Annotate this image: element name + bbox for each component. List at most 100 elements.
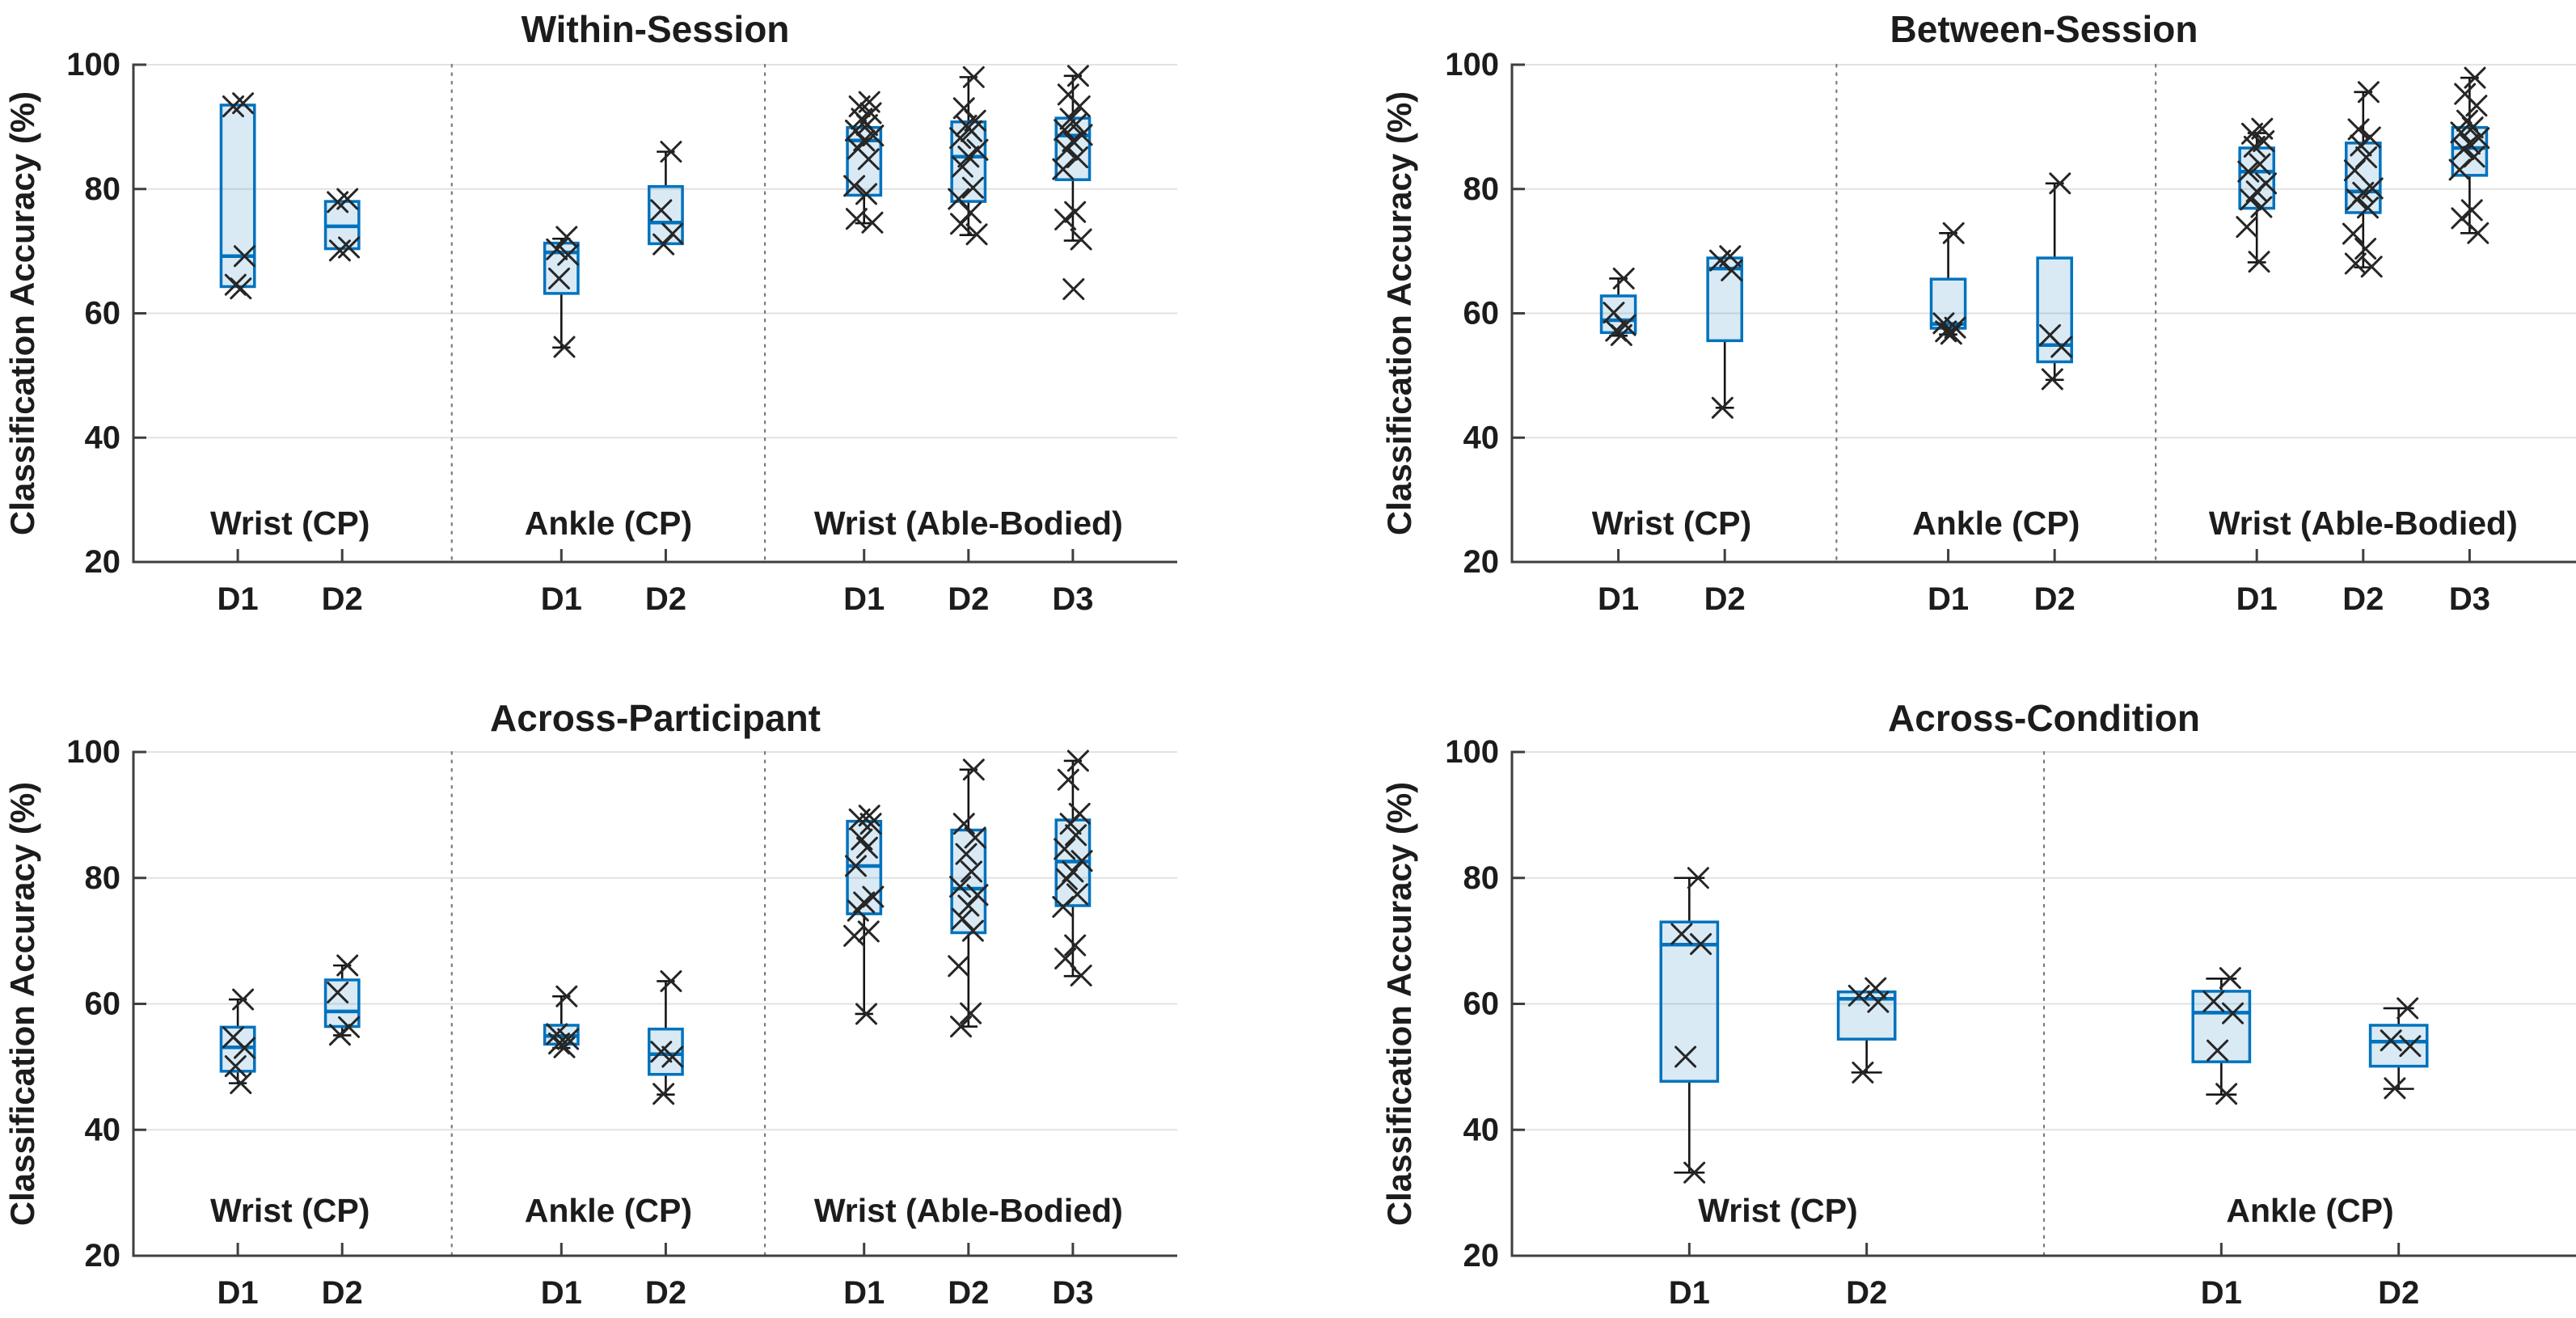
x-tick-label: D2 <box>948 1275 989 1311</box>
panel-title: Across-Condition <box>1888 697 2200 739</box>
y-tick-label: 40 <box>85 1112 121 1147</box>
data-point-marker <box>2343 159 2366 182</box>
data-point-marker <box>1690 933 1712 956</box>
data-point-marker <box>1610 323 1632 346</box>
data-point-marker <box>2460 199 2483 222</box>
data-point-marker <box>843 924 866 947</box>
data-point-marker <box>961 919 984 942</box>
data-point-marker <box>859 813 882 835</box>
data-point-marker <box>2360 256 2383 278</box>
data-point-marker <box>661 1046 684 1068</box>
data-point-marker <box>951 155 973 178</box>
data-point-marker <box>2041 368 2063 391</box>
data-point-marker <box>2342 222 2364 245</box>
y-tick-label: 60 <box>1463 986 1500 1022</box>
data-point-marker <box>948 955 970 978</box>
data-point-marker <box>2464 66 2486 89</box>
data-point-marker <box>232 988 255 1011</box>
group-label: Ankle (CP) <box>525 1192 692 1229</box>
data-point-marker <box>848 95 871 118</box>
x-tick-label: D1 <box>843 581 885 617</box>
data-point-marker <box>857 920 880 943</box>
data-point-marker <box>2206 1039 2229 1062</box>
data-point-marker <box>1062 278 1085 301</box>
y-tick-label: 40 <box>1463 1112 1500 1147</box>
x-tick-label: D2 <box>2378 1275 2419 1311</box>
data-point-marker <box>2468 127 2490 150</box>
data-point-marker <box>857 148 880 171</box>
group-label: Wrist (CP) <box>1698 1192 1857 1229</box>
y-tick-label: 80 <box>1463 860 1500 896</box>
data-point-marker <box>844 855 867 877</box>
data-point-marker <box>1070 228 1092 251</box>
data-point-marker <box>2250 196 2273 218</box>
data-point-marker <box>1687 867 1709 889</box>
box-plot-box <box>1659 920 1720 1084</box>
data-point-marker <box>1670 923 1693 945</box>
data-point-marker <box>961 120 983 142</box>
x-tick-label: D2 <box>2034 581 2076 617</box>
data-point-marker <box>949 876 972 898</box>
data-point-marker <box>2050 336 2073 358</box>
panel-title: Across-Participant <box>490 697 821 739</box>
group-label: Wrist (Able-Bodied) <box>814 1192 1123 1229</box>
data-point-marker <box>1070 964 1092 986</box>
y-tick-label: 100 <box>66 47 120 82</box>
y-tick-label: 20 <box>85 544 121 580</box>
data-point-marker <box>2248 251 2270 273</box>
y-tick-label: 20 <box>1463 544 1500 580</box>
y-axis-label: Classification Accuracy (%) <box>1380 91 1418 535</box>
x-tick-label: D1 <box>843 1275 885 1311</box>
group-label: Ankle (CP) <box>2226 1192 2393 1229</box>
data-point-marker <box>1059 813 1082 835</box>
data-point-marker <box>2202 990 2225 1012</box>
y-tick-label: 20 <box>1463 1238 1500 1274</box>
data-point-marker <box>1711 396 1734 419</box>
data-point-marker <box>230 277 252 300</box>
data-point-marker <box>1068 95 1091 118</box>
data-point-marker <box>2215 1083 2238 1105</box>
data-point-marker <box>650 199 673 222</box>
data-point-marker <box>861 211 884 234</box>
data-point-marker <box>2253 130 2275 153</box>
x-tick-label: D3 <box>2449 581 2490 617</box>
data-point-marker <box>1940 323 1962 345</box>
data-point-marker <box>336 954 359 977</box>
x-tick-label: D2 <box>1846 1275 1887 1311</box>
x-tick-label: D1 <box>1669 1275 1710 1311</box>
data-point-marker <box>1721 259 1743 281</box>
data-point-marker <box>2219 967 2241 990</box>
data-point-marker <box>965 223 988 246</box>
box-plot-box <box>2191 990 2252 1063</box>
y-tick-label: 80 <box>85 860 121 896</box>
x-tick-label: D2 <box>1704 581 1746 617</box>
data-point-marker <box>660 969 682 992</box>
data-point-marker <box>2384 1077 2406 1100</box>
data-point-marker <box>2357 81 2380 103</box>
data-point-marker <box>1057 768 1079 791</box>
data-point-marker <box>652 233 675 256</box>
data-point-marker <box>961 860 983 883</box>
data-point-marker <box>1935 320 1957 343</box>
x-tick-label: D1 <box>2201 1275 2242 1311</box>
data-point-marker <box>1055 138 1078 161</box>
data-point-marker <box>2465 95 2488 117</box>
data-point-marker <box>2049 172 2071 195</box>
data-point-marker <box>962 65 985 88</box>
data-point-marker <box>548 267 571 289</box>
y-axis-label: Classification Accuracy (%) <box>1380 782 1418 1226</box>
data-point-marker <box>557 243 580 266</box>
data-point-marker <box>327 191 349 213</box>
data-point-marker <box>960 1002 982 1024</box>
data-point-marker <box>950 213 972 235</box>
data-point-marker <box>2448 158 2471 181</box>
data-point-marker <box>1054 208 1077 230</box>
data-point-marker <box>2399 1035 2422 1058</box>
group-label: Wrist (CP) <box>210 1192 370 1229</box>
x-tick-label: D1 <box>2236 581 2278 617</box>
data-point-marker <box>1064 201 1087 223</box>
data-point-marker <box>555 226 578 248</box>
data-point-marker <box>2222 1002 2244 1024</box>
x-tick-label: D2 <box>645 1275 686 1311</box>
data-point-marker <box>949 127 972 150</box>
